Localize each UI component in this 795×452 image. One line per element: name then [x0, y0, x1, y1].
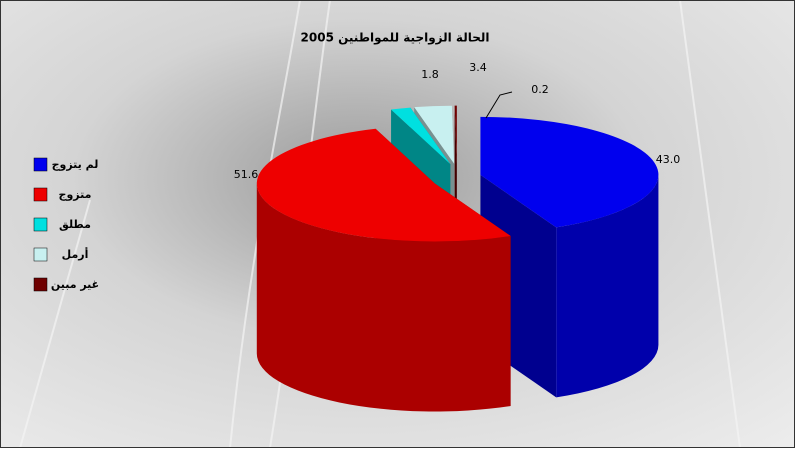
chart-title: الحالة الزواجية للمواطنين 2005: [301, 31, 490, 46]
data-label: 0.2: [531, 83, 549, 96]
legend-swatch: [34, 248, 47, 261]
legend-swatch: [34, 188, 47, 201]
legend-label: لم يتزوج: [52, 158, 99, 172]
legend-label: مطلق: [59, 218, 91, 231]
data-label: 1.8: [421, 68, 439, 81]
legend-swatch: [34, 278, 47, 291]
legend-label: غير مبين: [51, 278, 99, 291]
data-label: 51.6: [234, 168, 259, 181]
legend-swatch: [34, 158, 47, 171]
chart: الحالة الزواجية للمواطنين 2005 لم يتزوج م…: [0, 0, 795, 448]
legend-label: أرمل: [62, 247, 89, 261]
data-label: 43.0: [656, 153, 681, 166]
data-label: 3.4: [469, 61, 487, 74]
legend-label: متزوج: [59, 188, 92, 202]
legend-swatch: [34, 218, 47, 231]
